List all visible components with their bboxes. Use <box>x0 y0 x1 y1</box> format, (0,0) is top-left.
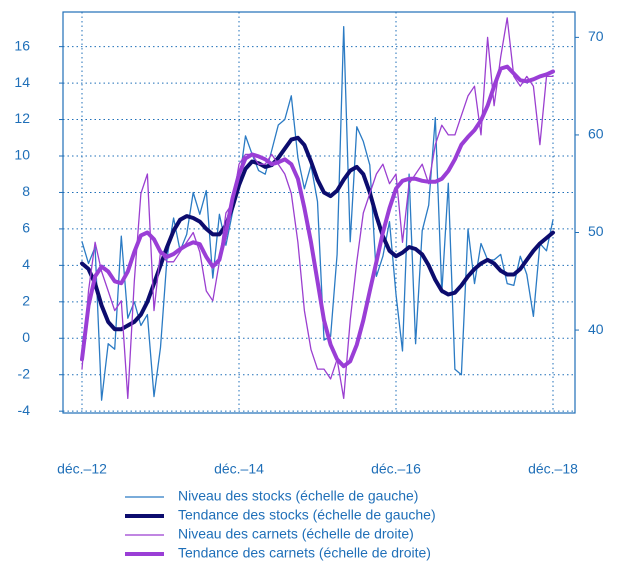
x-tick-label: déc.–12 <box>57 461 107 477</box>
y2-tick-label: 70 <box>588 28 604 44</box>
legend-label: Tendance des stocks (échelle de gauche) <box>178 507 436 523</box>
series-line <box>81 25 554 401</box>
y-tick-label: 6 <box>22 220 30 236</box>
x-tick-label: déc.–18 <box>528 461 578 477</box>
y-tick-label: 8 <box>22 183 30 199</box>
legend-label: Tendance des carnets (échelle de droite) <box>178 545 431 561</box>
series-line <box>80 64 555 369</box>
legend-label: Niveau des carnets (échelle de droite) <box>178 526 414 542</box>
x-tick-label: déc.–14 <box>214 461 264 477</box>
y-tick-label: -4 <box>18 402 31 418</box>
y2-tick-label: 60 <box>588 126 604 142</box>
y-tick-label: 10 <box>14 147 30 163</box>
y-tick-label: 12 <box>14 110 30 126</box>
series-line <box>80 135 555 332</box>
y-tick-label: 2 <box>22 293 30 309</box>
y2-tick-label: 50 <box>588 223 604 239</box>
y-tick-label: 14 <box>14 74 30 90</box>
legend-label: Niveau des stocks (échelle de gauche) <box>178 488 418 504</box>
y2-tick-label: 40 <box>588 321 604 337</box>
y-tick-label: 0 <box>22 329 30 345</box>
plot-frame <box>62 11 576 414</box>
y-tick-label: 4 <box>22 256 30 272</box>
y-tick-label: -2 <box>18 365 31 381</box>
x-tick-label: déc.–16 <box>371 461 421 477</box>
y-tick-label: 16 <box>14 37 30 53</box>
